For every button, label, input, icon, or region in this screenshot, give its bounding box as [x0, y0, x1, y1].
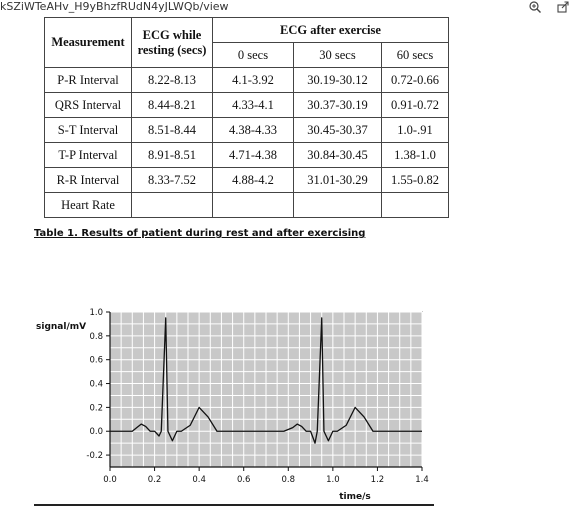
row-label: Heart Rate	[44, 192, 132, 218]
y-axis-label: signal/mV	[36, 322, 86, 332]
cell-resting: 8.33-7.52	[131, 167, 213, 193]
x-tick-label: 0.6	[237, 475, 251, 485]
row-label: S-T Interval	[44, 117, 132, 143]
cell-60-secs: 1.38-1.0	[381, 142, 449, 168]
header-measurement: Measurement	[44, 17, 132, 68]
cell-resting: 8.91-8.51	[131, 142, 213, 168]
cell-0-secs: 4.71-4.38	[212, 142, 294, 168]
header-after-exercise: ECG after exercise	[212, 17, 449, 43]
y-tick-label: 0.8	[89, 332, 103, 342]
x-tick-label: 0.0	[103, 475, 117, 485]
row-label: T-P Interval	[44, 142, 132, 168]
table-row: T-P Interval 8.91-8.51 4.71-4.38 30.84-3…	[44, 142, 449, 168]
table-row: QRS Interval 8.44-8.21 4.33-4.1 30.37-30…	[44, 92, 449, 118]
cell-60-secs: 0.72-0.66	[381, 67, 449, 93]
y-tick-label: 0.0	[89, 427, 103, 437]
y-tick-label: 1.0	[89, 308, 103, 318]
cell-0-secs: 4.38-4.33	[212, 117, 294, 143]
table-caption: Table 1. Results of patient during rest …	[34, 228, 366, 239]
x-tick-label: 1.2	[371, 475, 385, 485]
x-tick-label: 0.8	[282, 475, 296, 485]
url-text[interactable]: kSZiWTeAHv_H9yBhzfRUdN4yJLWQb/view	[0, 0, 229, 13]
cell-resting: 8.44-8.21	[131, 92, 213, 118]
cell-30-secs	[293, 192, 382, 218]
row-label: P-R Interval	[44, 67, 132, 93]
results-table: Measurement ECG while resting (secs) ECG…	[44, 17, 449, 218]
share-icon[interactable]	[556, 0, 570, 14]
header-60-secs: 60 secs	[381, 42, 449, 68]
cell-resting	[131, 192, 213, 218]
cell-resting: 8.51-8.44	[131, 117, 213, 143]
row-label: QRS Interval	[44, 92, 132, 118]
cell-30-secs: 30.19-30.12	[293, 67, 382, 93]
x-tick-label: 0.2	[148, 475, 162, 485]
y-tick-label: 0.4	[89, 380, 103, 390]
cell-60-secs	[381, 192, 449, 218]
x-tick-label: 0.4	[192, 475, 206, 485]
table-row: S-T Interval 8.51-8.44 4.38-4.33 30.45-3…	[44, 117, 449, 143]
y-tick-label: -0.2	[86, 451, 103, 461]
x-tick-label: 1.0	[326, 475, 340, 485]
header-resting: ECG while resting (secs)	[131, 17, 213, 68]
x-tick-label: 1.4	[415, 475, 429, 485]
results-table-container: Measurement ECG while resting (secs) ECG…	[44, 17, 449, 218]
cell-30-secs: 30.45-30.37	[293, 117, 382, 143]
row-label: R-R Interval	[44, 167, 132, 193]
zoom-in-icon[interactable]	[528, 0, 542, 14]
ecg-trace	[110, 317, 422, 444]
cell-30-secs: 30.84-30.45	[293, 142, 382, 168]
y-tick-label: 0.2	[89, 403, 103, 413]
cell-30-secs: 31.01-30.29	[293, 167, 382, 193]
y-tick-label: 0.6	[89, 356, 103, 366]
cell-0-secs: 4.33-4.1	[212, 92, 294, 118]
header-0-secs: 0 secs	[212, 42, 294, 68]
cell-60-secs: 0.91-0.72	[381, 92, 449, 118]
table-row: P-R Interval 8.22-8.13 4.1-3.92 30.19-30…	[44, 67, 449, 93]
cell-0-secs: 4.88-4.2	[212, 167, 294, 193]
x-axis-label: time/s	[339, 492, 371, 501]
cell-30-secs: 30.37-30.19	[293, 92, 382, 118]
table-row: Heart Rate	[44, 192, 449, 218]
cell-0-secs: 4.1-3.92	[212, 67, 294, 93]
cell-60-secs: 1.55-0.82	[381, 167, 449, 193]
cell-resting: 8.22-8.13	[131, 67, 213, 93]
divider	[34, 504, 434, 506]
cell-60-secs: 1.0-.91	[381, 117, 449, 143]
ecg-chart: 0.0 0.2 0.4 0.6 0.8 1.0 1.2 1.4 1.0 0.8 0.6 0.4 0.2 0…	[36, 308, 429, 501]
cell-0-secs	[212, 192, 294, 218]
table-row: R-R Interval 8.33-7.52 4.88-4.2 31.01-30…	[44, 167, 449, 193]
browser-toolbar: kSZiWTeAHv_H9yBhzfRUdN4yJLWQb/view	[0, 0, 582, 16]
header-30-secs: 30 secs	[293, 42, 382, 68]
